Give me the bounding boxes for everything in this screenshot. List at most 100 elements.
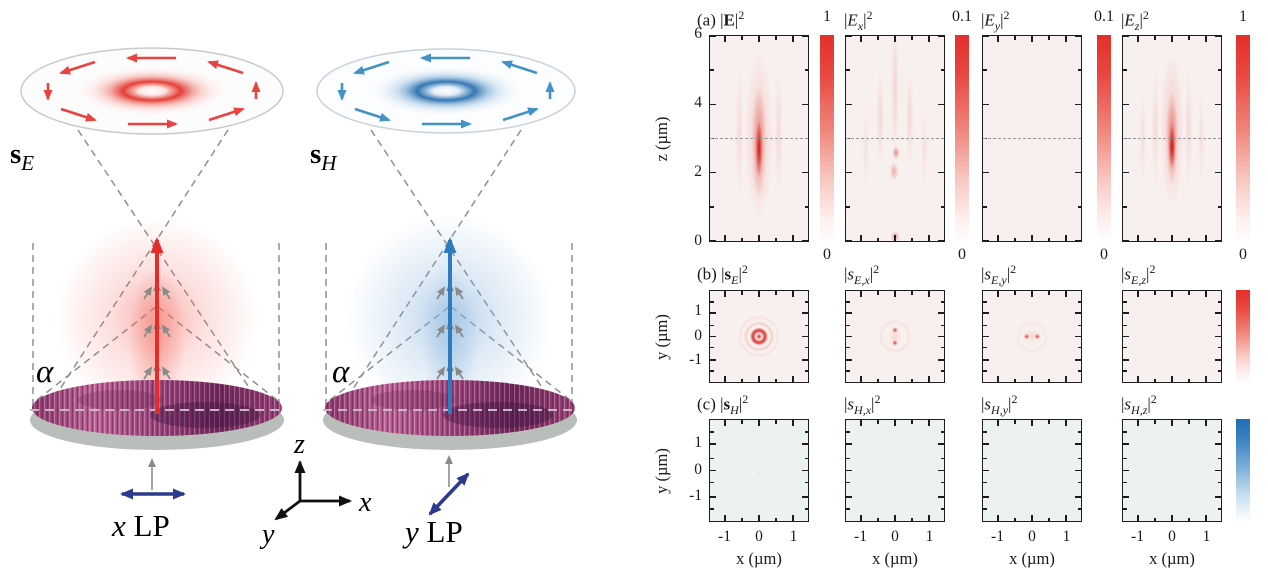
spin-texture-disk-E — [20, 47, 284, 135]
tick-mark — [928, 420, 930, 426]
x-tick-label: 0 — [755, 528, 763, 545]
tick-mark — [775, 378, 777, 382]
tick-mark — [894, 515, 896, 521]
x-axis-title: x (µm) — [1009, 549, 1055, 568]
tick-mark — [1123, 431, 1127, 433]
panel-title-sEz: |sE,z|2 — [1121, 262, 1156, 288]
tick-mark — [846, 324, 850, 327]
tick-mark — [710, 312, 716, 314]
tick-mark — [1048, 237, 1050, 241]
tick-mark — [846, 335, 852, 338]
tick-mark — [792, 420, 794, 426]
tick-mark — [710, 69, 714, 71]
tick-mark — [1137, 376, 1139, 382]
tick-mark — [710, 346, 714, 349]
x-tick-label: 1 — [1062, 528, 1071, 545]
tick-mark — [758, 36, 760, 42]
tick-mark — [911, 378, 913, 382]
tick-mark — [894, 36, 896, 42]
tick-mark — [983, 495, 989, 498]
tick-mark — [710, 103, 716, 106]
tick-mark — [710, 301, 714, 303]
tick-mark — [860, 235, 862, 241]
tick-mark — [1123, 359, 1129, 361]
tick-mark — [710, 324, 714, 327]
panel-title-sH: (c) |sH|2 — [697, 392, 749, 418]
focal-plane-dashed-line — [983, 137, 1081, 139]
tick-mark — [983, 206, 987, 208]
tick-mark — [1217, 69, 1221, 71]
tick-mark — [938, 495, 944, 498]
tick-mark — [1123, 481, 1127, 484]
alpha-label-right: α — [332, 354, 350, 390]
tick-mark — [710, 495, 716, 498]
x-axis-title: x (µm) — [872, 549, 918, 568]
x-tick-label: 1 — [925, 528, 934, 545]
tick-mark — [846, 69, 850, 71]
tick-mark — [938, 312, 944, 314]
tick-mark — [1205, 291, 1207, 297]
tick-mark — [775, 420, 777, 424]
tick-mark — [1171, 235, 1173, 241]
tick-mark — [846, 206, 850, 208]
tick-mark — [1014, 36, 1016, 40]
tick-mark — [741, 378, 743, 382]
y-axis-title-b: y (µm) — [652, 313, 671, 360]
tick-mark — [1217, 324, 1221, 327]
panel-title-Ex: |Ex|2 — [844, 8, 873, 34]
tick-mark — [983, 359, 989, 361]
tick-mark — [1217, 457, 1221, 460]
tick-mark — [710, 359, 716, 361]
tick-mark — [940, 346, 944, 349]
tick-mark — [804, 508, 808, 510]
heatmap-panel-sEx — [845, 290, 945, 383]
tick-mark — [1075, 240, 1081, 242]
tick-mark — [940, 206, 944, 208]
tick-mark — [741, 237, 743, 241]
tick-mark — [1014, 517, 1016, 521]
heatmap-panel-sH — [709, 419, 809, 522]
y-tick-label: 2 — [694, 163, 702, 180]
tick-mark — [758, 515, 760, 521]
tick-mark — [1031, 420, 1033, 426]
tick-mark — [1215, 171, 1221, 174]
tick-mark — [983, 301, 987, 303]
tick-mark — [1188, 291, 1190, 295]
heatmap-panel-sE — [709, 290, 809, 383]
x-tick-label: 0 — [1168, 528, 1176, 545]
colorbar-min-label: 0 — [958, 246, 966, 263]
z-axis-label: z — [293, 429, 305, 460]
tick-mark — [1077, 431, 1081, 433]
heatmap-panel-sEy — [982, 290, 1082, 383]
tick-mark — [983, 431, 987, 433]
y-tick-label: 1 — [694, 302, 702, 320]
tick-mark — [1205, 36, 1207, 42]
tick-mark — [1075, 443, 1081, 446]
tick-mark — [775, 291, 777, 295]
tick-mark — [1014, 237, 1016, 241]
tick-mark — [1215, 359, 1221, 361]
tick-mark — [802, 103, 808, 106]
tick-mark — [802, 359, 808, 361]
tick-mark — [1075, 312, 1081, 314]
tick-mark — [804, 481, 808, 484]
tick-mark — [710, 335, 716, 338]
tick-mark — [894, 235, 896, 241]
tick-mark — [1075, 335, 1081, 338]
panel-title-sHx: |sH,x|2 — [844, 392, 881, 418]
tick-mark — [846, 312, 852, 314]
tick-mark — [1031, 515, 1033, 521]
tick-mark — [1123, 103, 1129, 106]
x-tick-label: 0 — [891, 528, 899, 545]
y-tick-label: 6 — [694, 25, 702, 42]
tick-mark — [983, 35, 989, 37]
tick-mark — [1217, 370, 1221, 372]
tick-mark — [983, 103, 989, 106]
spin-arrows-E — [43, 53, 261, 129]
tick-mark — [983, 312, 989, 314]
tick-mark — [710, 443, 716, 446]
tick-mark — [802, 443, 808, 446]
y-tick-label: 1 — [694, 433, 702, 451]
tick-mark — [1215, 312, 1221, 314]
tick-mark — [1171, 420, 1173, 426]
